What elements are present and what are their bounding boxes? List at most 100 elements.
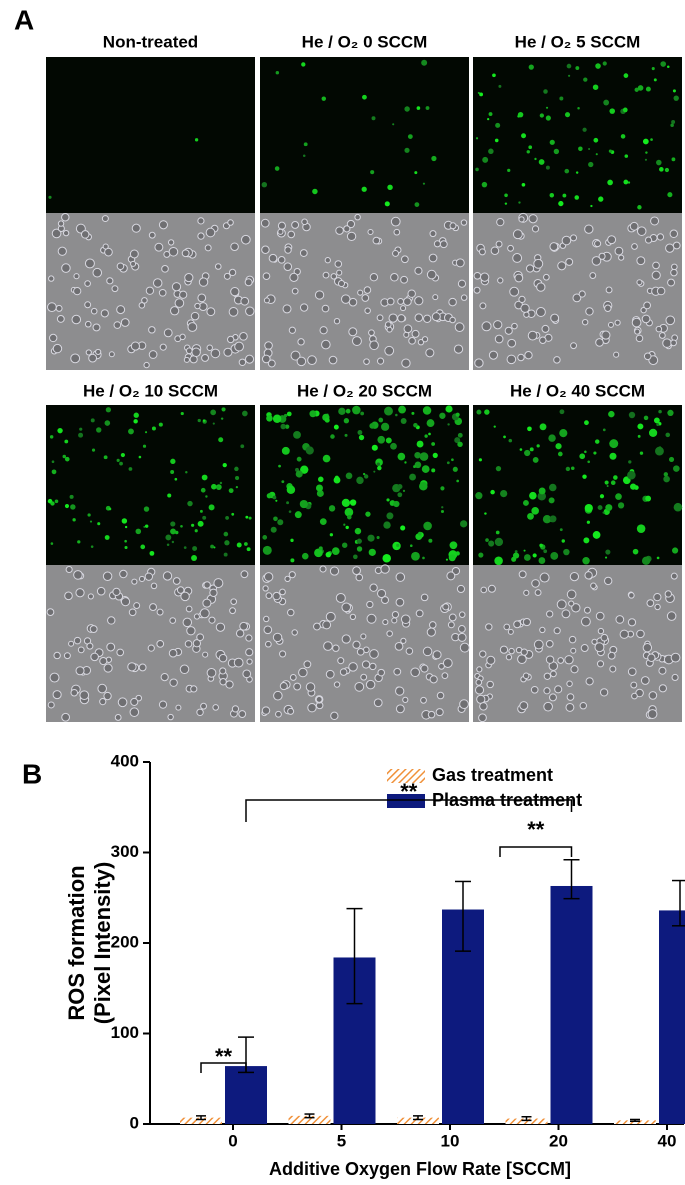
cell-signal — [592, 531, 601, 539]
cell-signal — [244, 542, 248, 546]
cell — [459, 699, 469, 710]
cell-signal — [441, 506, 444, 509]
cell — [380, 564, 390, 574]
cell-signal — [447, 423, 450, 426]
cell — [565, 702, 575, 712]
cell — [296, 356, 307, 367]
cell — [614, 319, 621, 326]
cell — [369, 340, 379, 351]
cell — [196, 633, 205, 642]
cell — [428, 253, 438, 263]
cell-signal — [553, 148, 560, 155]
cell — [57, 246, 67, 256]
cell-signal — [135, 528, 142, 535]
cell-signal — [494, 556, 503, 566]
cell — [546, 610, 554, 618]
cell-signal — [223, 552, 228, 557]
cell — [161, 265, 169, 273]
cell — [272, 632, 283, 643]
cell — [511, 322, 518, 330]
cell — [348, 297, 358, 307]
cell — [447, 621, 455, 629]
cell — [410, 667, 420, 678]
cell — [636, 279, 643, 286]
cell — [287, 608, 295, 617]
cell — [373, 698, 383, 708]
cell-signal — [603, 99, 610, 106]
cell-signal — [475, 492, 483, 500]
bar — [288, 1115, 331, 1124]
cell-signal — [234, 466, 239, 472]
cell — [597, 627, 605, 635]
cell-signal — [281, 480, 285, 484]
cell-signal — [138, 455, 142, 459]
cell-signal — [72, 518, 76, 522]
cell — [148, 326, 156, 334]
cell-signal — [199, 509, 203, 513]
cell — [580, 616, 591, 627]
cell — [642, 643, 653, 653]
cell-signal — [592, 84, 599, 90]
cell-signal — [212, 422, 215, 425]
cell — [303, 660, 312, 669]
cell — [535, 307, 546, 317]
cell — [297, 338, 305, 346]
cell-signal — [353, 554, 358, 560]
cell — [152, 278, 163, 288]
cell — [667, 278, 676, 287]
cell — [202, 598, 212, 608]
cell — [523, 589, 530, 596]
cell — [307, 703, 317, 713]
cell-signal — [261, 181, 268, 188]
cell — [163, 328, 173, 338]
cell — [288, 571, 296, 579]
cell — [572, 293, 582, 303]
cell-signal — [532, 457, 539, 463]
cell — [57, 220, 65, 227]
cell — [490, 246, 500, 255]
cell — [369, 273, 379, 282]
cell-signal — [262, 545, 272, 555]
cell — [198, 277, 209, 287]
cell-signal — [223, 531, 229, 537]
cell-signal — [280, 423, 286, 430]
cell — [570, 234, 578, 242]
cell — [376, 314, 384, 322]
cell-signal — [673, 502, 683, 512]
cell-signal — [642, 138, 649, 145]
cell — [388, 313, 398, 323]
cell — [238, 358, 247, 367]
cell — [273, 690, 283, 701]
cell — [261, 245, 270, 254]
cell — [130, 260, 137, 267]
cell — [402, 696, 409, 703]
cell — [279, 682, 288, 691]
cell-signal — [460, 520, 468, 528]
cell — [315, 696, 323, 703]
x-axis-title: Additive Oxygen Flow Rate [SCCM] — [269, 1159, 571, 1179]
cell-signal — [659, 167, 664, 172]
cell-signal — [240, 444, 245, 449]
cell — [457, 625, 466, 633]
cell-signal — [50, 542, 54, 545]
cell — [403, 297, 412, 306]
cell-signal — [511, 556, 517, 562]
error-bar — [455, 880, 471, 952]
cell-signal — [236, 542, 242, 548]
cell-signal — [665, 432, 671, 438]
cell — [507, 338, 517, 348]
cell — [584, 571, 593, 580]
cell — [428, 621, 437, 629]
cell-signal — [623, 73, 629, 78]
error-bar — [563, 858, 580, 900]
cell — [245, 306, 255, 316]
cell — [486, 680, 494, 689]
cell — [522, 672, 530, 680]
cell-signal — [321, 96, 327, 101]
cell — [659, 332, 666, 339]
cell — [578, 290, 586, 298]
cell — [184, 640, 193, 648]
cell-signal — [170, 528, 177, 535]
cell — [557, 261, 567, 271]
cell-signal — [494, 537, 504, 547]
